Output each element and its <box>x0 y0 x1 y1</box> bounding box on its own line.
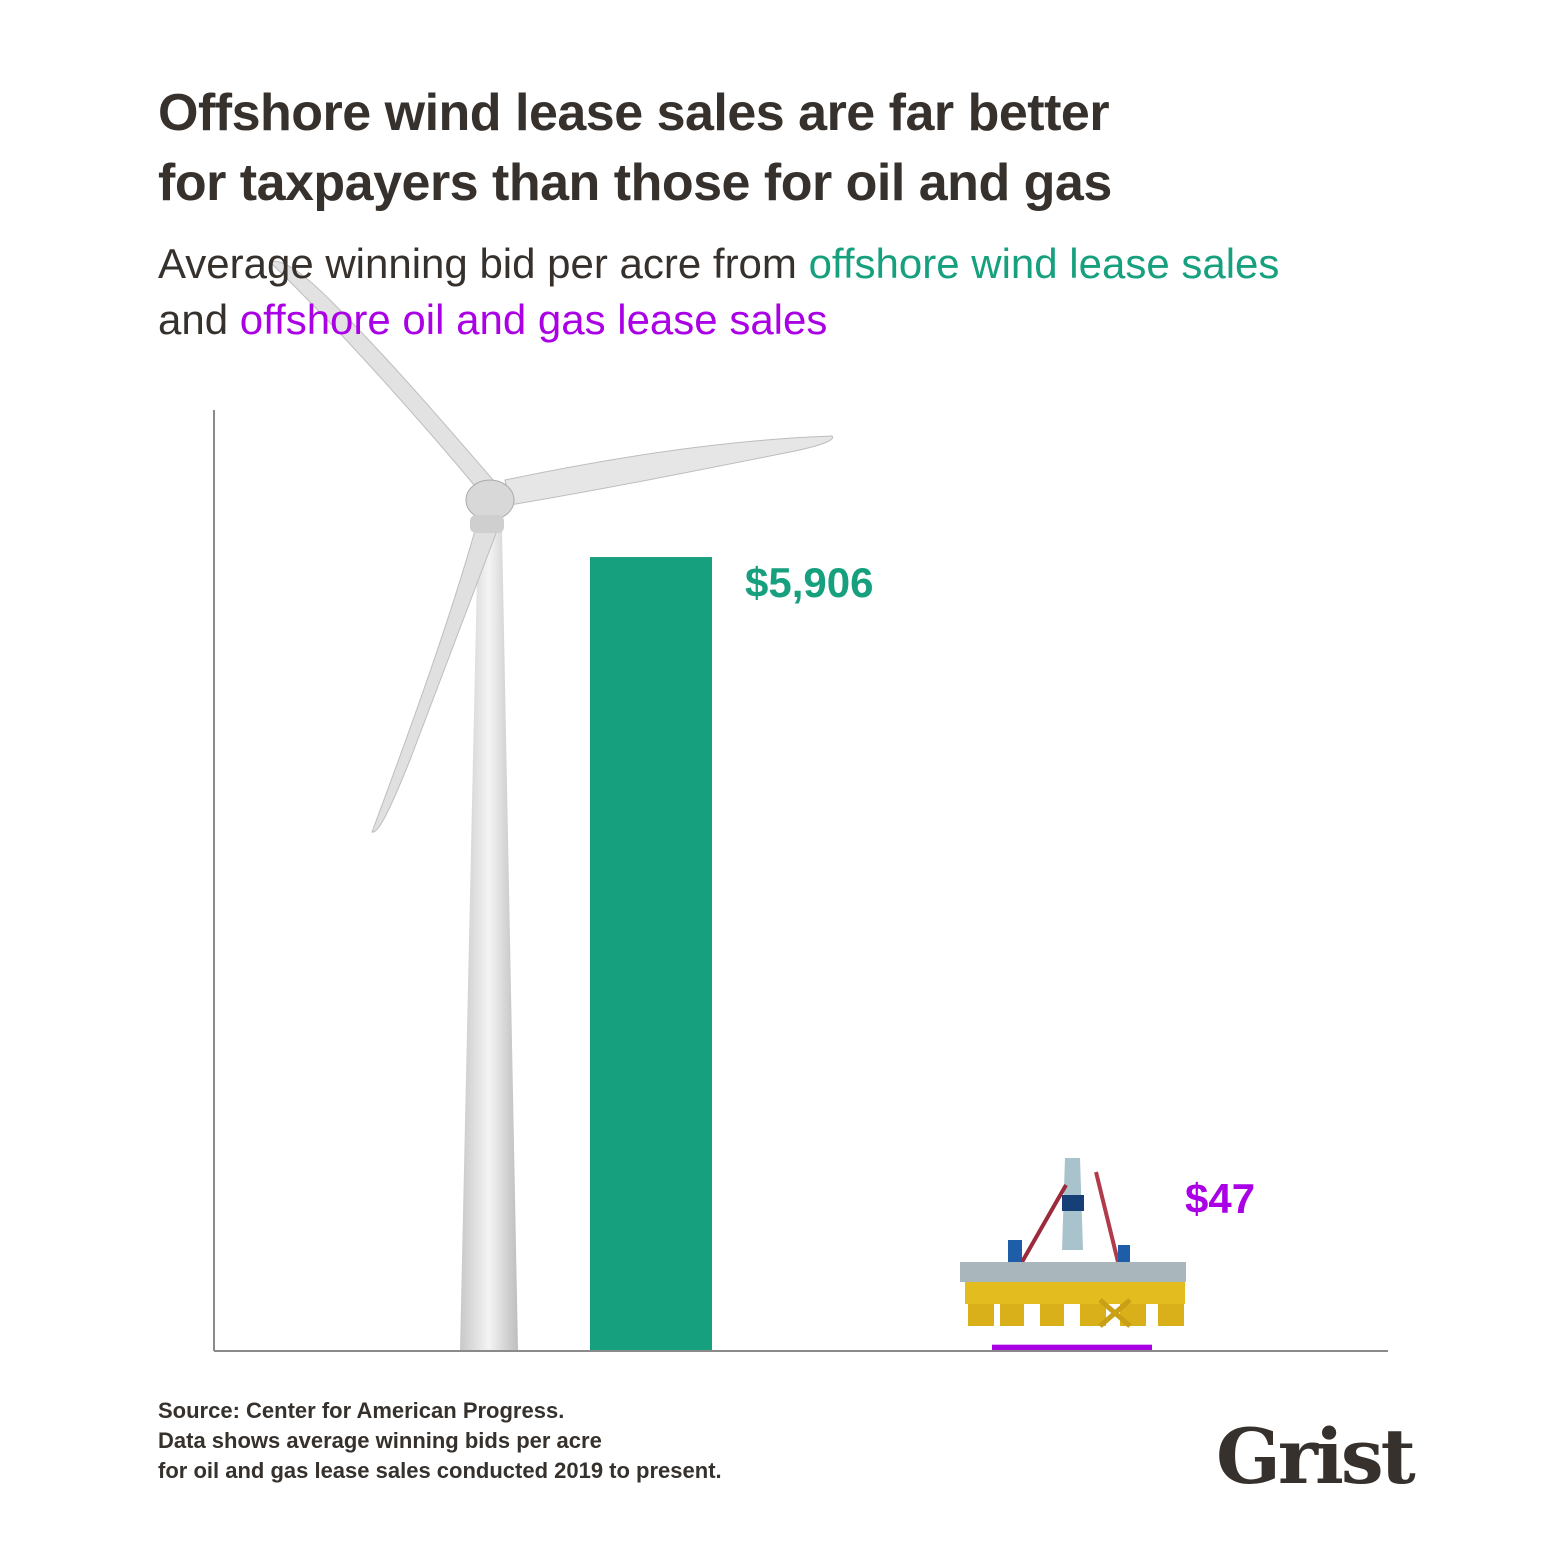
legend-wind: offshore wind lease sales <box>808 240 1280 287</box>
subtitle-text: Average winning bid per acre from <box>158 240 809 287</box>
grist-logo: Grist <box>1216 1412 1416 1501</box>
chart-title: Offshore wind lease sales are far better… <box>158 78 1458 218</box>
bar-wind <box>590 557 712 1351</box>
source-line-3: for oil and gas lease sales conducted 20… <box>158 1458 722 1483</box>
chart-subtitle: Average winning bid per acre from offsho… <box>158 236 1458 348</box>
wind-turbine-image <box>269 260 834 1351</box>
subtitle-text-2: and <box>158 296 240 343</box>
source-line-1: Source: Center for American Progress. <box>158 1398 565 1423</box>
data-label-wind: $5,906 <box>745 559 873 606</box>
source-line-2: Data shows average winning bids per acre <box>158 1428 602 1453</box>
legend-oil: offshore oil and gas lease sales <box>239 296 828 343</box>
data-label-oil: $47 <box>1185 1175 1255 1222</box>
title-line-1: Offshore wind lease sales are far better <box>158 84 1110 142</box>
bar-oil <box>992 1344 1152 1351</box>
source-note: Source: Center for American Progress. Da… <box>158 1396 722 1486</box>
title-line-2: for taxpayers than those for oil and gas <box>158 154 1112 212</box>
oil-rig-image <box>960 1158 1186 1328</box>
